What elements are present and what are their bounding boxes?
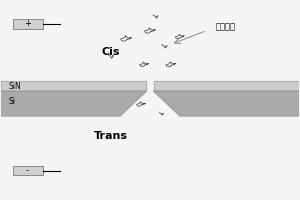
Text: -: - (26, 166, 29, 175)
Polygon shape (1, 91, 146, 116)
Text: Trans: Trans (94, 131, 128, 141)
Polygon shape (154, 81, 299, 91)
Text: 确核试剂: 确核试剂 (216, 22, 236, 31)
Polygon shape (154, 91, 299, 116)
FancyBboxPatch shape (13, 166, 43, 175)
Text: +: + (24, 19, 31, 28)
Polygon shape (1, 81, 146, 91)
Text: Cis: Cis (102, 47, 120, 57)
Text: Si: Si (8, 97, 15, 106)
Text: SiN: SiN (8, 82, 21, 91)
FancyBboxPatch shape (13, 19, 43, 28)
